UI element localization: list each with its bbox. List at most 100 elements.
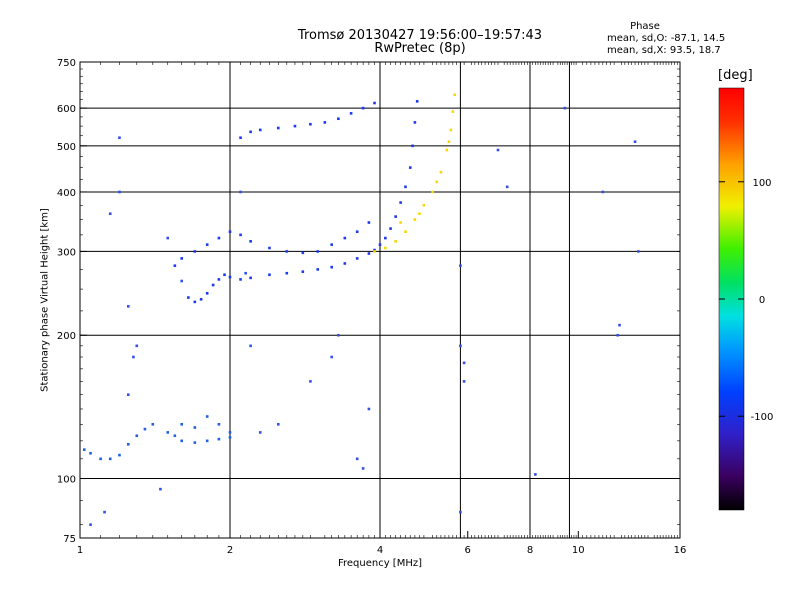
data-point xyxy=(211,283,215,287)
data-point xyxy=(301,251,305,255)
data-point xyxy=(126,443,130,446)
y-tick-label: 600 xyxy=(57,104,76,115)
data-point xyxy=(249,276,252,280)
chart-subtitle: RwPretec (8p) xyxy=(374,41,466,56)
data-point xyxy=(193,250,197,253)
data-point xyxy=(316,268,320,271)
data-point xyxy=(223,273,226,277)
data-point xyxy=(415,100,419,103)
data-point xyxy=(616,333,620,337)
data-point xyxy=(459,344,462,348)
colorbar-tick-label: 0 xyxy=(759,295,765,306)
x-tick-label: 2 xyxy=(227,545,233,556)
x-axis-label: Frequency [MHz] xyxy=(337,558,423,569)
data-point xyxy=(330,243,334,246)
data-point xyxy=(249,240,252,243)
data-point xyxy=(173,434,177,438)
x-tick-label: 8 xyxy=(527,545,533,556)
data-point xyxy=(166,236,170,240)
data-point xyxy=(337,117,340,121)
data-point xyxy=(355,257,359,260)
data-point xyxy=(330,265,334,269)
data-point xyxy=(135,344,139,348)
data-point xyxy=(361,106,365,110)
y-tick-label: 75 xyxy=(63,534,76,545)
y-tick-label: 300 xyxy=(57,247,76,258)
data-point xyxy=(355,230,359,234)
data-point xyxy=(349,112,353,115)
y-tick-label: 750 xyxy=(57,58,76,69)
data-point xyxy=(118,136,121,140)
data-point xyxy=(132,355,135,359)
chart-title: Tromsø 20130427 19:56:00–19:57:43 xyxy=(297,28,543,43)
data-point xyxy=(258,128,262,132)
data-point xyxy=(228,275,232,279)
data-point xyxy=(99,457,102,461)
data-point xyxy=(217,278,221,281)
data-points xyxy=(82,93,640,526)
grid-lines xyxy=(80,62,680,538)
data-point xyxy=(108,212,112,216)
data-point xyxy=(151,422,155,426)
data-point xyxy=(228,436,232,439)
data-point xyxy=(239,190,242,194)
data-point xyxy=(637,250,640,253)
data-point xyxy=(459,510,462,514)
data-point xyxy=(373,101,376,105)
x-tick-label: 10 xyxy=(572,545,585,556)
y-axis-label: Stationary phase Virtual Height [km] xyxy=(39,208,51,392)
y-tick-label: 100 xyxy=(57,475,76,486)
data-point xyxy=(108,457,112,461)
data-point xyxy=(258,431,262,434)
data-point xyxy=(187,296,190,299)
data-point xyxy=(337,333,340,337)
data-point xyxy=(633,140,637,144)
data-point xyxy=(373,248,376,252)
x-tick-label: 4 xyxy=(377,545,383,556)
data-point xyxy=(217,236,221,240)
data-point xyxy=(180,439,184,443)
data-point xyxy=(439,170,443,174)
data-point xyxy=(399,201,402,204)
data-point xyxy=(404,230,407,234)
data-point xyxy=(389,227,392,230)
data-point xyxy=(330,355,334,359)
data-point xyxy=(453,93,457,97)
data-point xyxy=(126,305,130,308)
data-point xyxy=(343,236,347,240)
data-point xyxy=(413,121,417,124)
data-point xyxy=(462,380,466,383)
data-point xyxy=(239,136,242,140)
data-point xyxy=(89,451,92,455)
data-point xyxy=(367,221,371,224)
y-tick-label: 400 xyxy=(57,188,76,199)
y-tick-label: 500 xyxy=(57,142,76,153)
data-point xyxy=(361,467,365,470)
data-point xyxy=(166,431,170,434)
data-point xyxy=(89,523,92,526)
data-point xyxy=(126,393,130,397)
colorbar-ticks: 100 0 -100 xyxy=(719,178,773,423)
data-point xyxy=(118,190,121,194)
colorbar-tick-label: -100 xyxy=(751,412,774,423)
data-point xyxy=(193,300,197,304)
data-point xyxy=(496,148,500,152)
colorbar-title: [deg] xyxy=(718,68,753,83)
x-tick-label: 1 xyxy=(77,545,83,556)
data-point xyxy=(244,271,247,275)
data-point xyxy=(82,448,86,451)
data-point xyxy=(180,257,184,260)
data-point xyxy=(103,510,106,514)
data-point xyxy=(301,270,305,273)
data-point xyxy=(323,121,327,124)
data-point xyxy=(316,250,320,253)
data-point xyxy=(199,297,203,301)
colorbar-tick-label: 100 xyxy=(752,178,771,189)
data-point xyxy=(309,122,312,126)
data-point xyxy=(394,215,397,218)
data-point xyxy=(205,291,209,295)
data-point xyxy=(193,441,197,444)
data-point xyxy=(367,407,371,411)
data-point xyxy=(143,427,147,431)
data-point xyxy=(445,148,449,152)
